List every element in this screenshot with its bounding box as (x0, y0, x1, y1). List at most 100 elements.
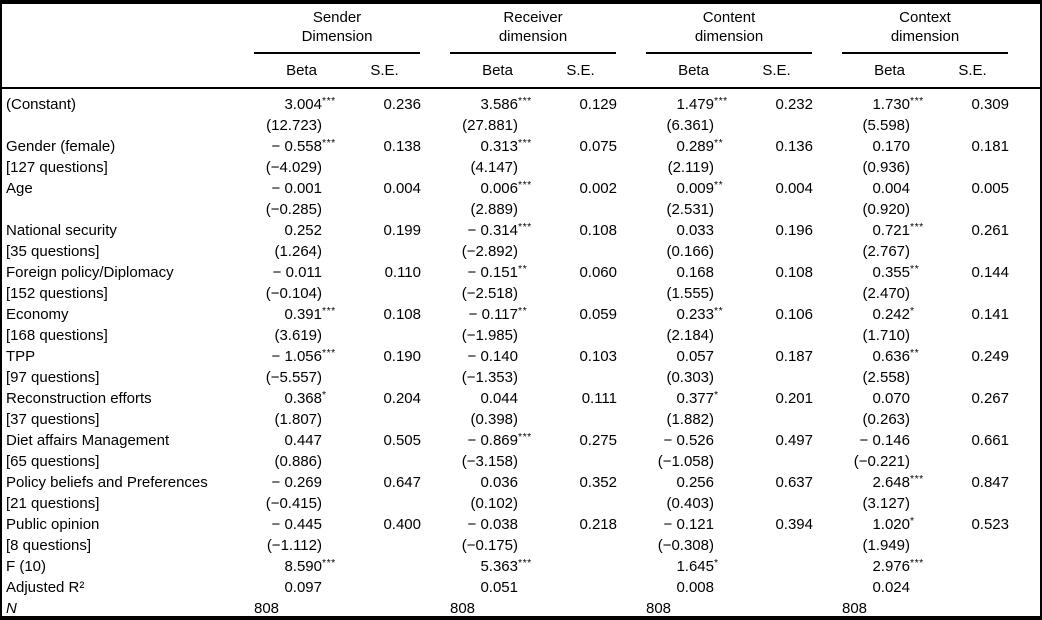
se-value (349, 577, 421, 598)
se-value: 0.138 (383, 138, 421, 155)
beta-value: 1.479 (676, 96, 714, 113)
cell-line-beta: − 0.146 0.661 (842, 430, 1038, 451)
significance-stars (714, 574, 741, 595)
cell-line-tvalue: (4.147) (450, 157, 646, 178)
se-value: 0.181 (971, 138, 1009, 155)
table-row: F (10) 8.590 *** 5.363 *** 1.645 * 2.976 *** (2, 556, 1040, 577)
cell-line-tvalue: (−1.112) (254, 535, 450, 556)
significance-stars (322, 217, 349, 238)
significance-stars: *** (518, 557, 532, 569)
row-sublabel: [37 questions] (6, 411, 100, 428)
cell-line-tvalue: (0.303) (646, 367, 842, 388)
row-label-cell: Public opinion [8 questions] (2, 514, 254, 556)
significance-stars: *** (518, 431, 532, 443)
cell-line-tvalue: (5.598) (842, 115, 1038, 136)
significance-stars (910, 595, 937, 616)
cell-line-beta: − 0.526 0.497 (646, 430, 842, 451)
cell-line-beta: 0.377 * 0.201 (646, 388, 842, 409)
column-group-title-line1: Context (899, 9, 951, 26)
row-label-cell: Adjusted R² (2, 577, 254, 598)
row-label: Economy (6, 306, 69, 323)
se-column-header: S.E. (370, 62, 399, 79)
se-value (741, 598, 813, 616)
cell-line-tvalue: (−0.308) (646, 535, 842, 556)
t-value: (0.166) (666, 243, 714, 260)
cell-line-beta: 1.020 * 0.523 (842, 514, 1038, 535)
significance-stars (714, 217, 741, 238)
table-row: Adjusted R² 0.097 0.051 0.008 0.024 (2, 577, 1040, 598)
significance-stars (322, 574, 349, 595)
row-label-cell: F (10) (2, 556, 254, 577)
significance-stars: ** (910, 347, 920, 359)
significance-stars: *** (518, 179, 532, 191)
t-value: (−1.353) (461, 369, 518, 386)
significance-stars (518, 595, 545, 616)
cell-line-beta: 2.976 *** (842, 556, 1038, 577)
se-value: 0.060 (579, 264, 617, 281)
se-value: 0.201 (775, 390, 813, 407)
data-cell: 0.233 ** 0.106 (2.184) (646, 304, 842, 346)
se-value (937, 598, 1009, 616)
cell-line-beta: 5.363 *** (450, 556, 646, 577)
cell-line-tvalue: (2.558) (842, 367, 1038, 388)
significance-stars: * (714, 389, 719, 401)
cell-line-tvalue: (27.881) (450, 115, 646, 136)
significance-stars (518, 343, 545, 364)
cell-line-beta: 0.233 ** 0.106 (646, 304, 842, 325)
significance-stars (714, 595, 741, 616)
beta-value: − 0.121 (663, 516, 714, 533)
cell-line-beta: 0.009 ** 0.004 (646, 178, 842, 199)
cell-line-beta: − 0.140 0.103 (450, 346, 646, 367)
se-value (741, 577, 813, 598)
data-cell: 8.590 *** (254, 556, 450, 577)
table-row: N 808 808 808 808 (2, 595, 1040, 616)
row-label: TPP (6, 348, 36, 365)
t-value: (−0.415) (265, 495, 322, 512)
t-value: (0.403) (666, 495, 714, 512)
significance-stars: * (910, 515, 915, 527)
cell-line-tvalue: (−2.518) (450, 283, 646, 304)
significance-stars: ** (518, 305, 528, 317)
sub-header-row: Beta S.E. (254, 54, 420, 87)
beta-value: 0.256 (676, 474, 714, 491)
column-group-title-line2: Dimension (301, 28, 373, 45)
cell-line-tvalue: (12.723) (254, 115, 450, 136)
beta-value: 0.233 (676, 306, 714, 323)
t-value: (1.949) (862, 537, 910, 554)
se-value: 0.106 (775, 306, 813, 323)
beta-value: 0.242 (872, 306, 910, 323)
cell-line-beta: − 0.314 *** 0.108 (450, 220, 646, 241)
se-value: 0.196 (775, 222, 813, 239)
significance-stars (518, 574, 545, 595)
data-cell: − 0.011 0.110 (−0.104) (254, 262, 450, 304)
t-value: (2.531) (666, 201, 714, 218)
t-value: (0.263) (862, 411, 910, 428)
table-body: (Constant) 3.004 *** 0.236 (12.723) 3.586 *** 0… (2, 89, 1040, 616)
cell-line-tvalue: (1.949) (842, 535, 1038, 556)
se-value: 0.261 (971, 222, 1009, 239)
cell-line-beta: 808 (646, 595, 842, 616)
row-label-cell: Gender (female) [127 questions] (2, 136, 254, 178)
beta-value: 0.636 (872, 348, 910, 365)
significance-stars (322, 595, 349, 616)
row-label-cell: Economy [168 questions] (2, 304, 254, 346)
beta-value: 8.590 (284, 558, 322, 575)
significance-stars (714, 259, 741, 280)
cell-line-tvalue: (2.889) (450, 199, 646, 220)
t-value: (−0.104) (265, 285, 322, 302)
row-label-cell: National security [35 questions] (2, 220, 254, 262)
row-sublabel: [65 questions] (6, 453, 100, 470)
beta-value: 0.721 (872, 222, 910, 239)
t-value: (0.920) (862, 201, 910, 218)
cell-line-beta: 808 (450, 595, 646, 616)
t-value: (6.361) (666, 117, 714, 134)
column-group-title-line1: Sender (312, 9, 362, 26)
cell-line-tvalue: (−1.058) (646, 451, 842, 472)
data-cell: 1.020 * 0.523 (1.949) (842, 514, 1038, 556)
se-value: 0.661 (971, 432, 1009, 449)
cell-line-beta: 0.033 0.196 (646, 220, 842, 241)
t-value: (−4.029) (265, 159, 322, 176)
significance-stars: *** (322, 347, 336, 359)
t-value: (−2.892) (461, 243, 518, 260)
row-label: (Constant) (6, 96, 77, 113)
